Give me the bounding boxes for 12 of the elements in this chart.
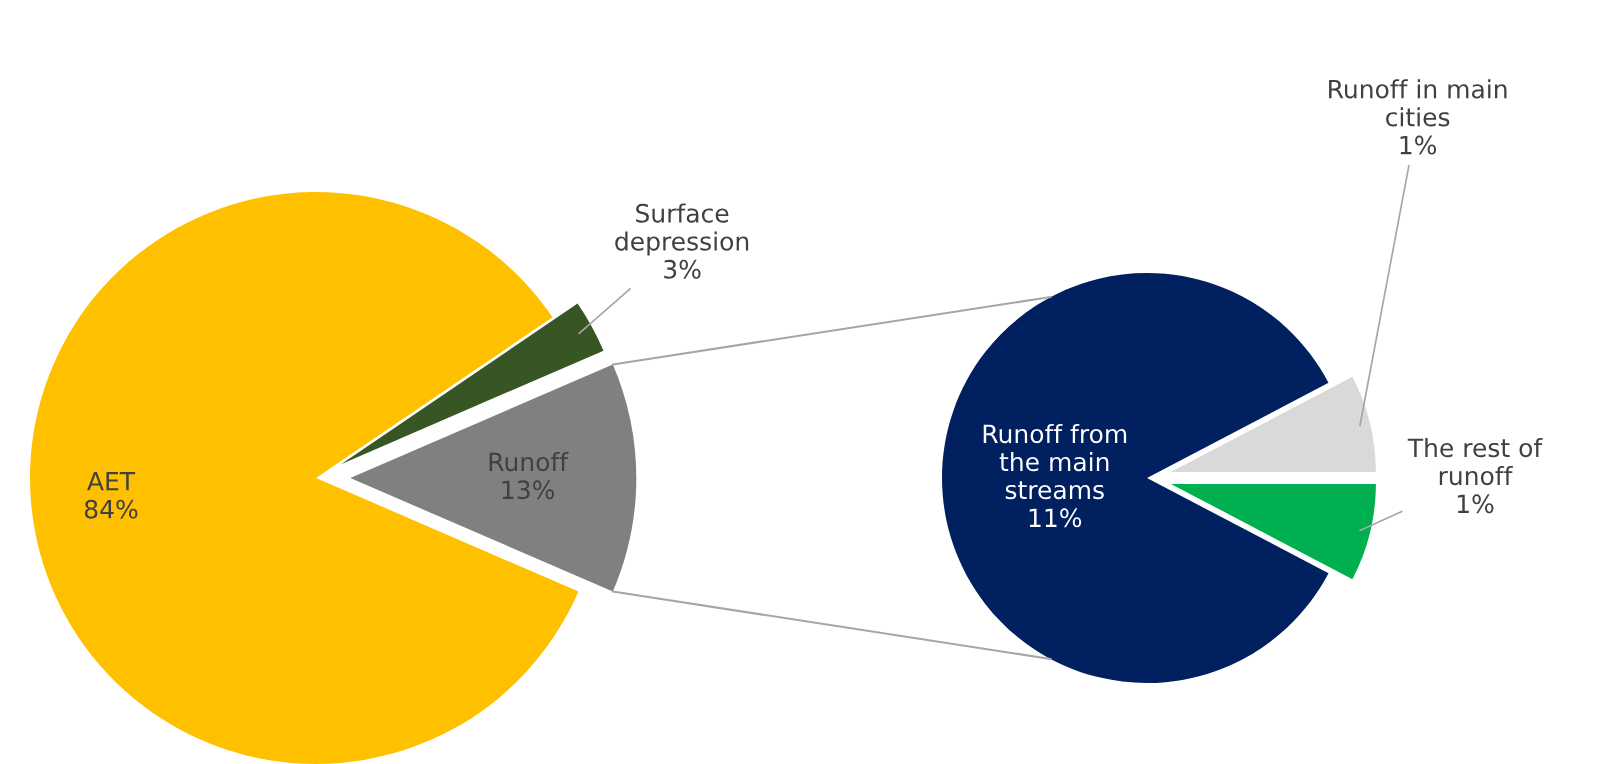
data-label: 13% [502,480,555,500]
slice-label: The rest of runoff [1407,437,1543,486]
slice-label: Runoff in main cities [1329,79,1507,127]
data-label: 84% [84,499,138,519]
slice-label: Runoff [489,451,569,472]
data-label: 11% [1029,508,1082,528]
data-label: 1% [1400,135,1437,155]
slice-label: AET [87,472,136,491]
slice-label: Surface depression [615,203,749,256]
data-label: 1% [1457,494,1494,514]
data-label: 3% [664,259,701,279]
slice-label: Runoff from the main streams [983,423,1127,500]
